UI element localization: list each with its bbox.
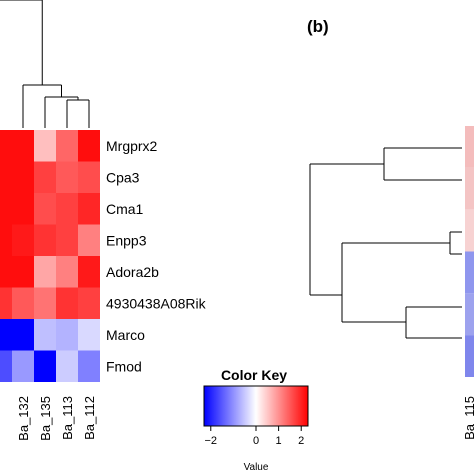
heatmap-cell [78, 350, 100, 382]
heatmap-cell [0, 130, 12, 162]
heatmap-cell [465, 335, 474, 377]
heatmap-cell [78, 130, 100, 162]
row-label: Cpa3 [106, 169, 140, 185]
heatmap-cell [12, 193, 34, 225]
column-labels-a: Ba_132 Ba_135 Ba_113 Ba_112 [16, 396, 97, 441]
heatmap-cell [12, 350, 34, 382]
heatmap-cell [465, 251, 474, 294]
heatmap-cell [0, 161, 12, 193]
heatmap-cell [56, 161, 78, 193]
heatmap-cell [56, 350, 78, 382]
heatmap-cell [78, 287, 100, 319]
column-dendrogram-a [0, 0, 90, 128]
heatmap-cell [56, 256, 78, 288]
color-key-tick-label: 2 [298, 435, 304, 447]
heatmap-cell [78, 319, 100, 351]
heatmap-cell [12, 319, 34, 351]
heatmap-cell [56, 130, 78, 162]
color-key-ticks: −2 0 1 2 [205, 426, 304, 447]
heatmap-cell [56, 224, 78, 256]
color-key-title: Color Key [221, 367, 287, 383]
column-label: Ba_112 [82, 396, 97, 440]
heatmap-cell [34, 224, 56, 256]
row-label: Marco [106, 327, 145, 343]
heatmap-cell [465, 209, 474, 252]
heatmap-cell [78, 161, 100, 193]
heatmap-cell [34, 350, 56, 382]
heatmap-cell [0, 224, 12, 256]
heatmap-cell [12, 224, 34, 256]
heatmap-cell [465, 167, 474, 210]
column-label: Ba_115 [462, 396, 474, 440]
heatmap-cell [56, 287, 78, 319]
row-label: Enpp3 [106, 232, 147, 248]
row-labels-a: Mrgprx2 Cpa3 Cma1 Enpp3 Adora2b 4930438A08Rik… [106, 138, 207, 375]
color-key-gradient [203, 385, 309, 427]
heatmap-cell [12, 130, 34, 162]
heatmap-cell [12, 256, 34, 288]
color-key-tick-label: 1 [276, 435, 282, 447]
heatmap-cell [0, 350, 12, 382]
row-label: Cma1 [106, 201, 144, 217]
color-key-xlabel: Value [244, 462, 269, 473]
heatmap-cell [34, 161, 56, 193]
row-label: Mrgprx2 [106, 138, 158, 154]
row-dendrogram-b [309, 147, 462, 339]
heatmap-cell [12, 161, 34, 193]
heatmap-cell [78, 256, 100, 288]
heatmap-b [465, 126, 474, 377]
heatmap-cell [34, 193, 56, 225]
panel-b-label: (b) [307, 17, 329, 36]
row-label: Adora2b [106, 264, 159, 280]
heatmap-cell [34, 287, 56, 319]
heatmap-cell [56, 193, 78, 225]
column-label: Ba_135 [38, 396, 53, 441]
color-key: Color Key −2 0 1 2 Value [203, 367, 309, 473]
heatmap-cell [12, 287, 34, 319]
heatmap-a [0, 130, 100, 382]
heatmap-cell [78, 224, 100, 256]
column-label: Ba_113 [60, 396, 75, 440]
column-label: Ba_132 [16, 396, 31, 441]
heatmap-cell [34, 130, 56, 162]
column-labels-b: Ba_115 [462, 396, 474, 440]
heatmap-cell [0, 319, 12, 351]
heatmap-cell [0, 287, 12, 319]
heatmap-cell [465, 293, 474, 336]
heatmap-cell [0, 256, 12, 288]
heatmap-cell [56, 319, 78, 351]
heatmap-cell [78, 193, 100, 225]
heatmap-cell [34, 256, 56, 288]
heatmap-cell [34, 319, 56, 351]
row-label: Fmod [106, 358, 142, 374]
heatmap-cell [465, 126, 474, 168]
color-key-tick-label: −2 [205, 435, 218, 447]
heatmap-cell [0, 193, 12, 225]
row-label: 4930438A08Rik [106, 295, 207, 311]
color-key-tick-label: 0 [253, 435, 259, 447]
